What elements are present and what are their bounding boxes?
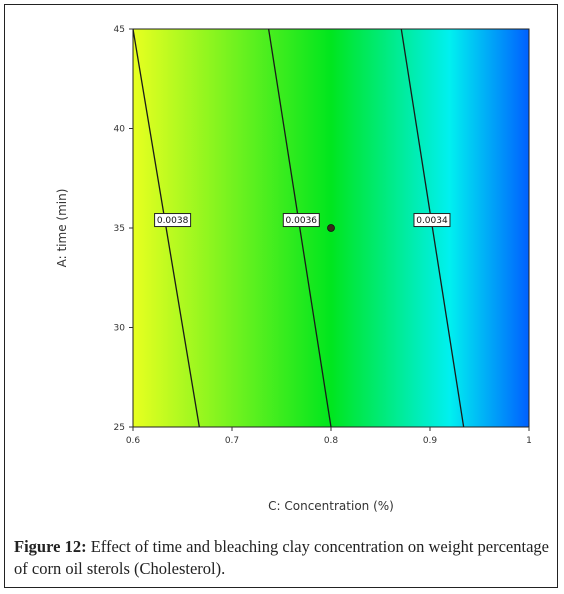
x-tick-label: 0.7 (225, 436, 239, 446)
contour-line-2 (267, 28, 332, 428)
x-tick-label: 0.9 (423, 436, 438, 446)
y-tick-label: 35 (114, 224, 125, 234)
y-tick-label: 40 (114, 125, 126, 135)
design-point-1 (327, 224, 335, 232)
y-tick-label: 25 (114, 423, 125, 433)
y-tick-label: 45 (114, 25, 125, 35)
y-tick-label: 30 (114, 324, 126, 334)
contour-label-3: 0.0034 (416, 216, 448, 226)
caption-label: Figure 12: (14, 537, 87, 556)
contour-line-1 (132, 28, 200, 428)
x-tick-label: 1 (526, 436, 532, 446)
y-axis-label: A: time (min) (55, 189, 69, 268)
figure-caption: Figure 12: Effect of time and bleaching … (14, 536, 554, 580)
caption-text: Effect of time and bleaching clay concen… (14, 537, 549, 578)
contour-line-3 (400, 28, 465, 428)
contour-label-1: 0.0038 (157, 216, 189, 226)
x-tick-label: 0.6 (126, 436, 141, 446)
contour-chart: 0.0038 0.0036 0.0034 0.6 0.7 0.8 0.9 1 25 30 35 4… (55, 25, 532, 513)
contour-label-box-3 (413, 213, 451, 228)
contour-label-box-2 (282, 213, 320, 228)
contour-label-box-1 (154, 213, 192, 228)
x-tick-label: 0.8 (324, 436, 339, 446)
contour-label-2: 0.0036 (286, 216, 318, 226)
x-axis-label: C: Concentration (%) (268, 499, 394, 513)
